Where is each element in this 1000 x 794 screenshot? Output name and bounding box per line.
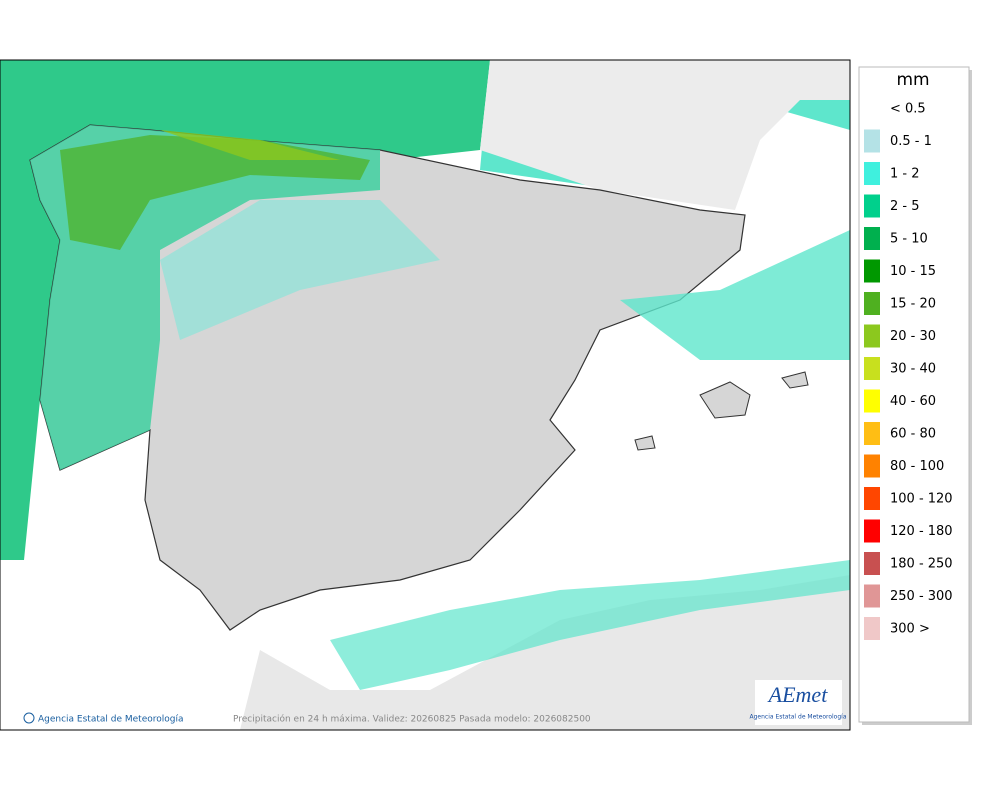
- map-caption: Precipitación en 24 h máxima. Validez: 2…: [233, 714, 591, 725]
- legend: mm < 0.5 0.5 - 1 1 - 2 2 - 5 5 - 10 10 - 15 15…: [858, 66, 972, 725]
- legend-label: 180 - 250: [890, 557, 953, 572]
- legend-swatch: [864, 422, 880, 445]
- precip-zone: [330, 560, 850, 690]
- legend-swatch: [864, 454, 880, 478]
- precip-zone: [620, 230, 850, 360]
- legend-label: 60 - 80: [890, 427, 936, 442]
- legend-swatch: [864, 162, 880, 185]
- legend-swatch: [864, 487, 880, 510]
- legend-label: 250 - 300: [890, 589, 953, 604]
- legend-label: 1 - 2: [890, 167, 920, 182]
- africa: [240, 575, 850, 730]
- legend-label: < 0.5: [890, 102, 926, 117]
- legend-label: 30 - 40: [890, 362, 936, 377]
- legend-label: 120 - 180: [890, 524, 953, 539]
- precip-zone: [160, 200, 440, 340]
- legend-label: 2 - 5: [890, 199, 920, 214]
- copyright-text: Agencia Estatal de Meteorología: [38, 715, 184, 725]
- legend-swatch: [864, 617, 880, 640]
- precip-zone: [60, 135, 370, 250]
- logo-name: AEmet: [767, 682, 829, 707]
- legend-label: 20 - 30: [890, 329, 936, 344]
- legend-swatch: [864, 129, 880, 153]
- legend-swatch: [864, 552, 880, 575]
- legend-label: 40 - 60: [890, 394, 936, 409]
- legend-label: 10 - 15: [890, 264, 936, 279]
- legend-swatch: [864, 584, 880, 608]
- legend-title: mm: [896, 70, 929, 90]
- legend-swatch: [864, 227, 880, 250]
- legend-label: 80 - 100: [890, 459, 944, 474]
- island: [634, 435, 656, 451]
- legend-label: 100 - 120: [890, 492, 953, 507]
- legend-label: 300 >: [890, 622, 930, 637]
- logo-subtitle: Agencia Estatal de Meteorología: [750, 714, 847, 721]
- precip-zone: [160, 130, 340, 160]
- legend-swatch: [864, 389, 880, 413]
- legend-swatch: [864, 194, 880, 218]
- copyright-icon: [23, 712, 35, 724]
- legend-swatch: [864, 324, 880, 348]
- legend-label: 5 - 10: [890, 232, 928, 247]
- legend-swatch: [864, 519, 880, 543]
- map: Agencia Estatal de Meteorología Precipit…: [0, 59, 851, 731]
- island: [699, 381, 751, 419]
- map-frame: [0, 59, 851, 731]
- legend-label: 0.5 - 1: [890, 134, 932, 149]
- legend-swatch: [864, 357, 880, 380]
- logo-box: [755, 680, 842, 725]
- sea: [0, 560, 260, 730]
- legend-swatch: [864, 292, 880, 315]
- island: [781, 371, 809, 389]
- legend-swatch: [864, 259, 880, 283]
- france: [480, 60, 850, 210]
- legend-label: 15 - 20: [890, 297, 936, 312]
